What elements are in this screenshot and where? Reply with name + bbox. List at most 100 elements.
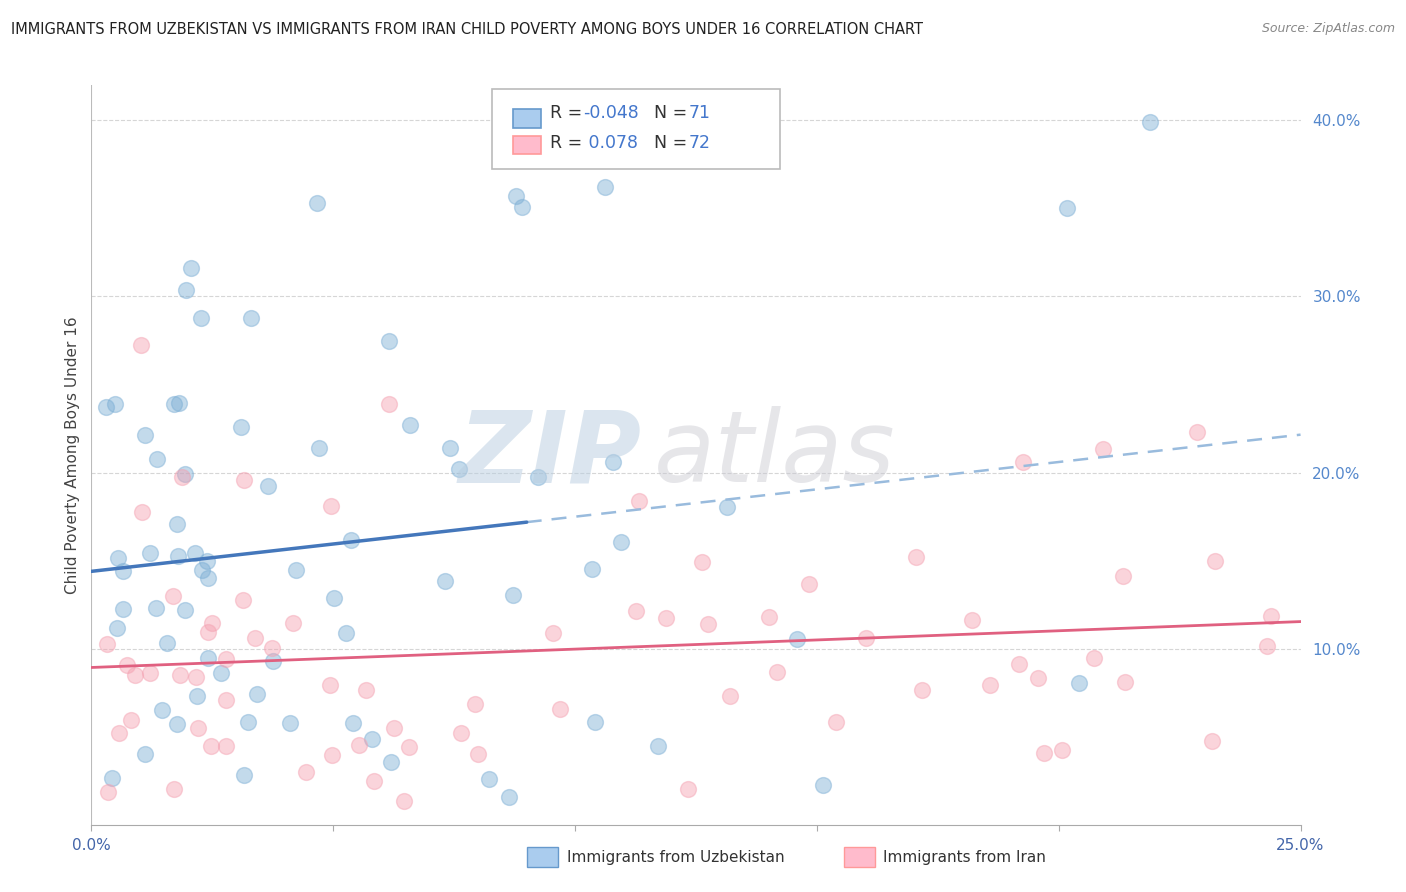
Point [260,641,283,656]
Text: R =: R = [550,104,588,122]
Point [676,781,699,796]
Point [129,338,152,352]
Point [505,188,527,202]
Point [104,397,127,411]
Point [174,467,197,481]
Point [1111,568,1133,582]
Point [209,666,232,681]
Point [156,636,179,650]
Point [97,785,120,799]
Point [146,452,169,467]
Point [696,616,718,631]
Point [163,397,186,411]
Point [112,564,135,578]
Point [342,715,364,730]
Point [152,703,174,717]
Point [718,689,741,703]
Point [305,196,328,211]
Text: Immigrants from Uzbekistan: Immigrants from Uzbekistan [567,850,785,864]
Point [464,698,486,712]
Point [478,772,501,786]
Point [799,577,821,591]
Point [112,602,135,616]
Point [1139,115,1161,129]
Point [380,755,402,769]
Point [186,670,208,684]
Point [855,631,877,645]
Point [583,715,606,730]
Point [120,713,142,727]
Point [447,461,470,475]
Point [510,200,533,214]
Point [1026,671,1049,685]
Point [215,739,238,754]
Text: R =: R = [550,134,588,152]
Point [321,747,343,762]
Point [1008,657,1031,672]
Point [243,631,266,645]
Point [1260,609,1282,624]
Point [392,794,415,808]
Point [233,768,256,782]
Point [167,549,190,563]
Text: 71: 71 [689,104,711,122]
Point [1204,554,1226,568]
Point [655,611,678,625]
Text: IMMIGRANTS FROM UZBEKISTAN VS IMMIGRANTS FROM IRAN CHILD POVERTY AMONG BOYS UNDE: IMMIGRANTS FROM UZBEKISTAN VS IMMIGRANTS… [11,22,924,37]
Point [238,714,260,729]
Point [131,505,153,519]
Point [766,665,789,680]
Text: 0.078: 0.078 [583,134,638,152]
Point [115,657,138,672]
Point [377,334,399,348]
Point [105,621,128,635]
Point [184,546,207,560]
Point [398,740,420,755]
Point [960,613,983,627]
Point [240,311,263,326]
Point [627,494,650,508]
Point [434,574,457,589]
Point [232,592,254,607]
Text: N =: N = [654,134,693,152]
Point [377,397,399,411]
Point [96,400,118,414]
Point [285,563,308,577]
Point [910,683,932,698]
Point [905,549,928,564]
Point [197,624,219,639]
Point [399,417,422,432]
Text: N =: N = [654,104,693,122]
Point [169,667,191,681]
Point [169,395,191,409]
Point [281,615,304,630]
Point [174,283,197,297]
Point [191,563,214,577]
Point [716,500,738,514]
Point [319,678,342,692]
Point [166,516,188,531]
Point [197,571,219,585]
Point [134,428,156,442]
Point [262,654,284,668]
Point [1056,201,1078,215]
Point [190,311,212,326]
Point [215,693,238,707]
Point [180,261,202,276]
Y-axis label: Child Poverty Among Boys Under 16: Child Poverty Among Boys Under 16 [65,316,80,594]
Point [1067,675,1090,690]
Point [609,534,631,549]
Point [233,474,256,488]
Point [134,747,156,761]
Point [139,665,162,680]
Point [786,632,808,647]
Point [100,771,122,785]
Point [361,732,384,747]
Point [96,637,118,651]
Point [647,739,669,753]
Point [690,555,713,569]
Text: -0.048: -0.048 [583,104,640,122]
Point [382,721,405,735]
Point [215,652,238,666]
Point [139,546,162,560]
